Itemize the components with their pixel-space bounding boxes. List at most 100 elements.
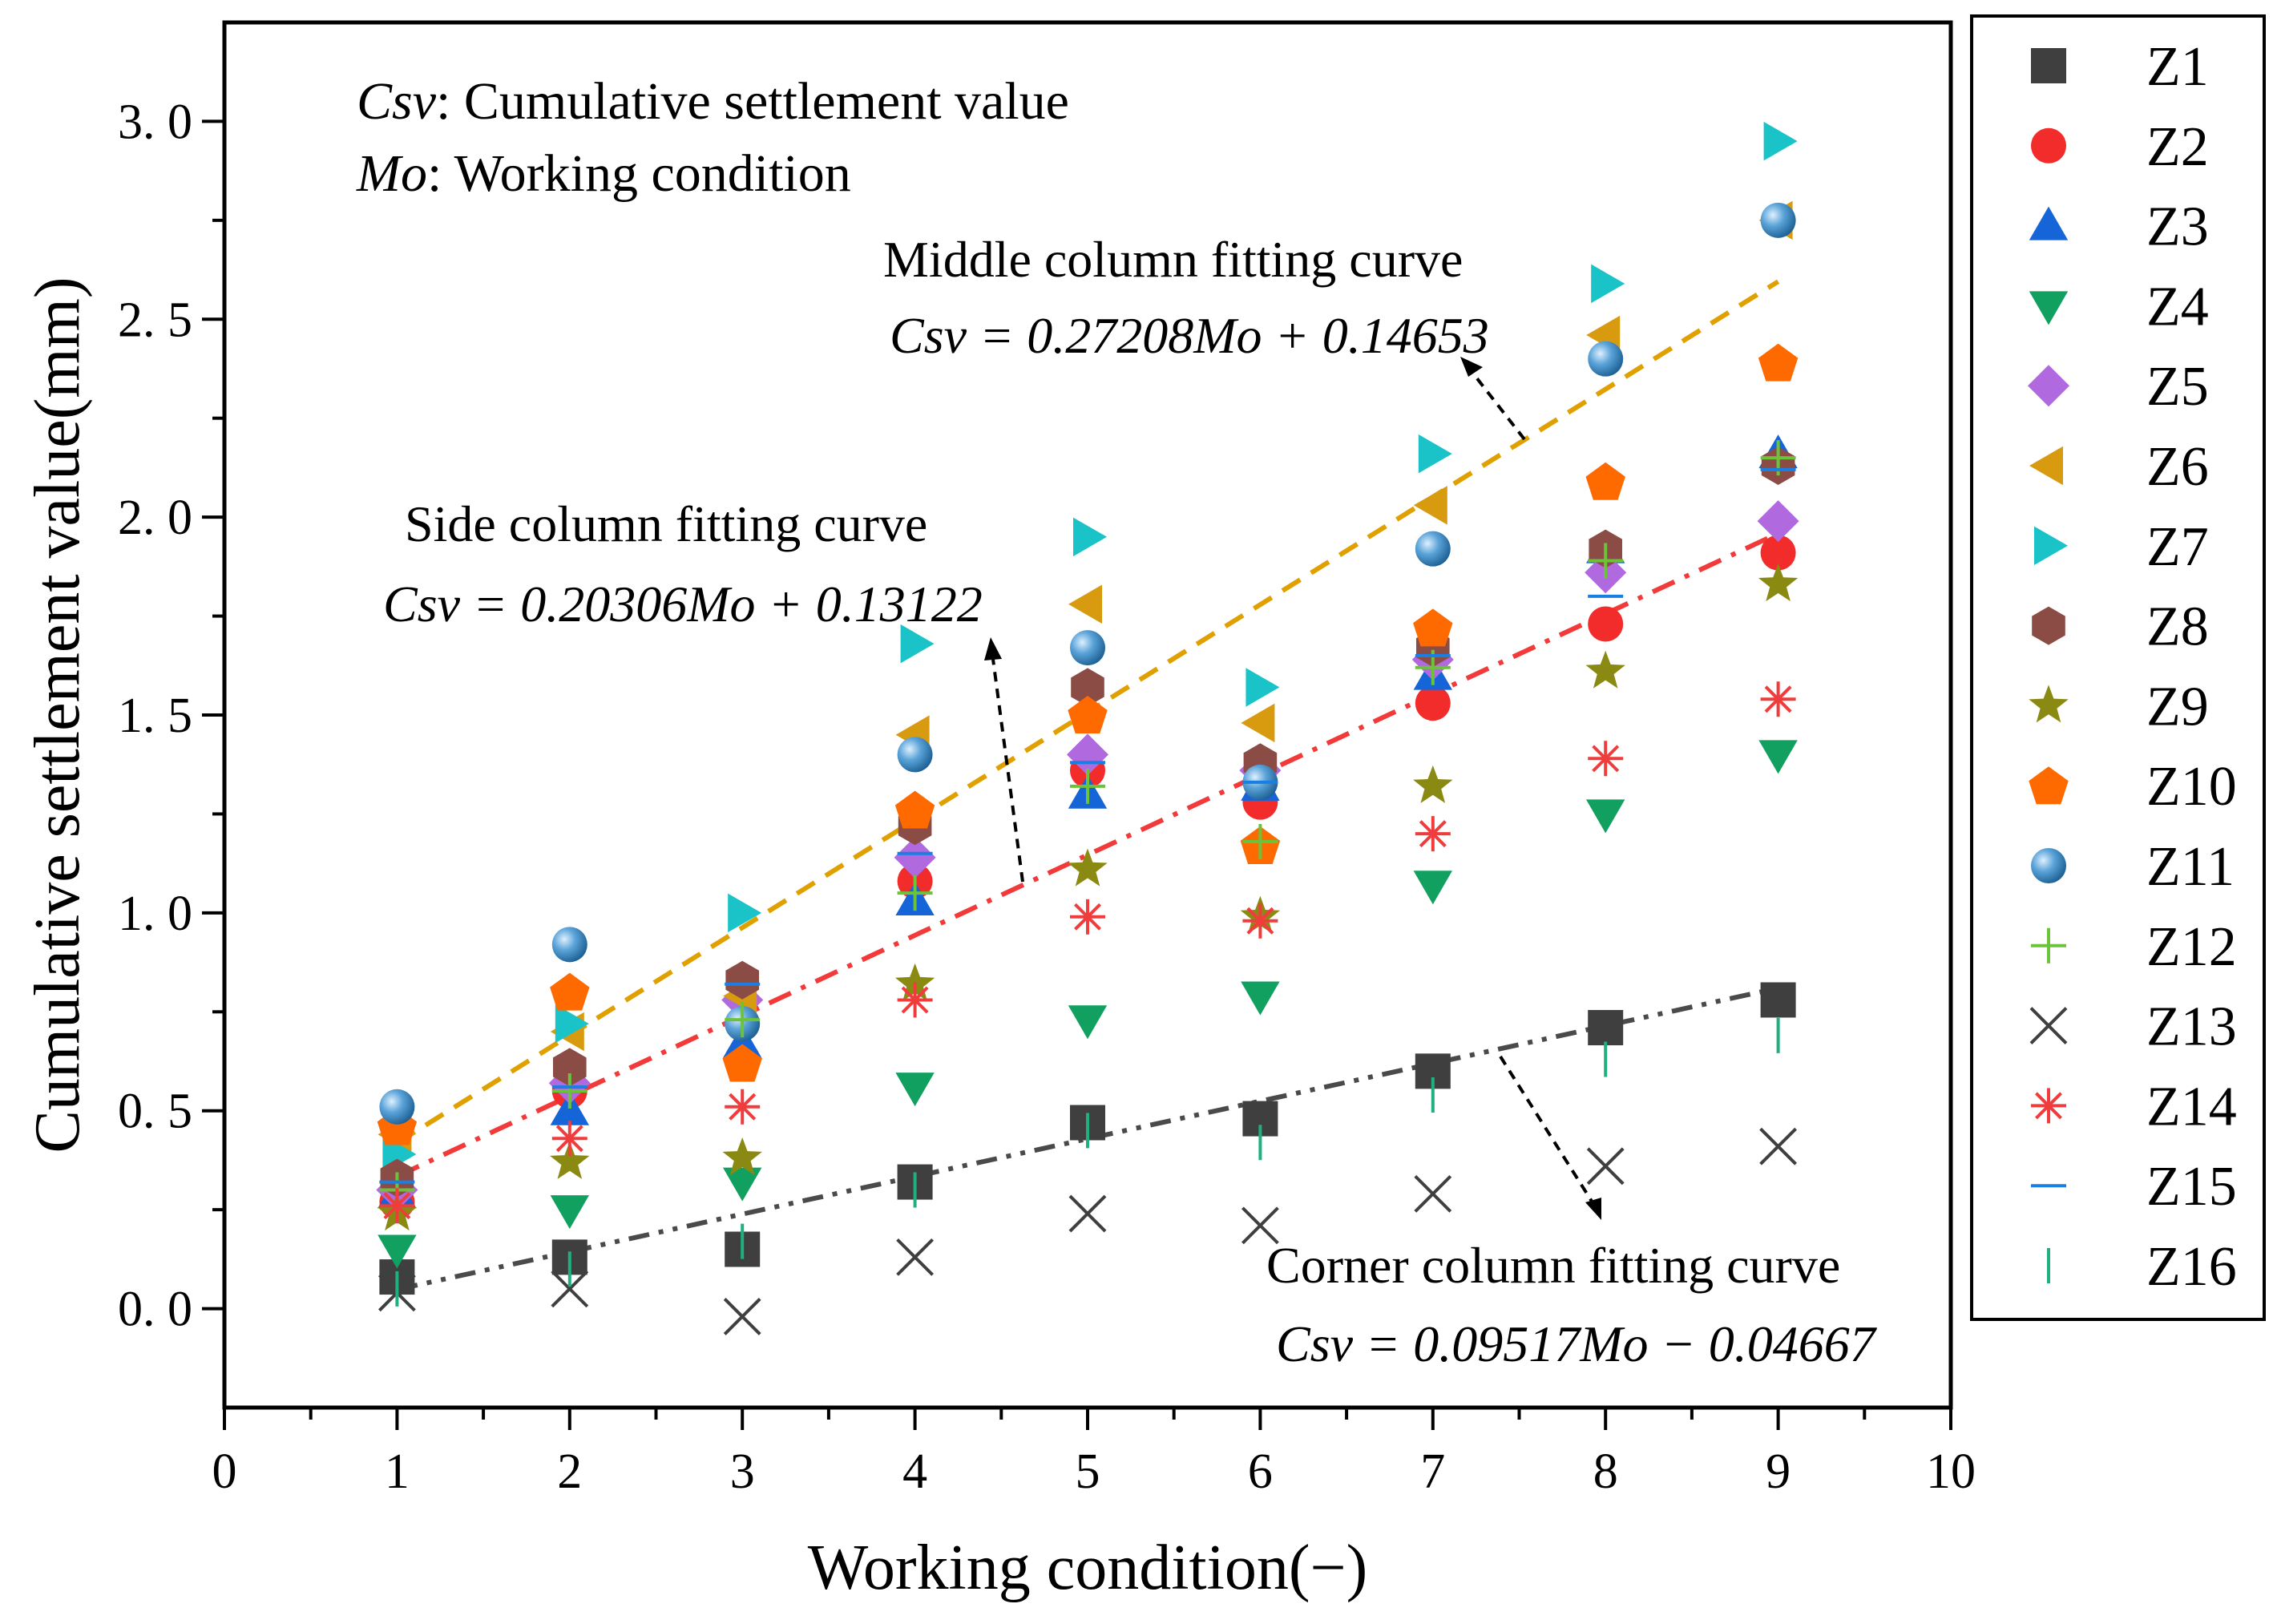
point-z2 <box>1760 535 1796 571</box>
legend-marker <box>2031 48 2066 83</box>
point-z9 <box>1068 848 1108 887</box>
y-tick-label: 0. 5 <box>118 1085 192 1139</box>
legend-item-z3: Z3 <box>2029 196 2209 258</box>
point-z11 <box>1760 202 1796 238</box>
y-tick-label: 3. 0 <box>118 95 192 149</box>
mo-definition: Mo: Working condition <box>356 144 851 203</box>
point-z12 <box>1242 823 1278 859</box>
point-z4 <box>1241 981 1280 1016</box>
point-z8 <box>725 960 759 1000</box>
legend-item-z4: Z4 <box>2029 276 2209 337</box>
legend-label: Z10 <box>2146 756 2237 818</box>
point-z13 <box>1414 1174 1452 1213</box>
side-fit-equation: Csv = 0.20306Mo + 0.13122 <box>383 576 983 632</box>
point-z11 <box>379 1089 415 1125</box>
point-z11 <box>1070 630 1105 666</box>
point-z1 <box>1588 1010 1624 1046</box>
point-z14 <box>1242 903 1278 939</box>
legend-item-z7: Z7 <box>2034 516 2209 578</box>
side-fit-arrow <box>991 652 1024 883</box>
middle-fit-equation: Csv = 0.27208Mo + 0.14653 <box>890 307 1489 364</box>
legend-label: Z8 <box>2146 596 2209 658</box>
corner-fit-title: Corner column fitting curve <box>1266 1237 1840 1294</box>
legend-item-z16: Z16 <box>2047 1236 2237 1298</box>
point-z12 <box>551 1073 587 1109</box>
point-z9 <box>722 1137 762 1175</box>
point-z6 <box>1241 703 1275 743</box>
legend-marker <box>2031 927 2066 963</box>
x-tick-label: 5 <box>1076 1444 1100 1499</box>
x-tick-label: 1 <box>385 1444 410 1499</box>
y-tick-label: 2. 0 <box>118 491 192 545</box>
legend-marker <box>2029 685 2069 723</box>
data-markers <box>376 121 1799 1335</box>
point-z7 <box>1763 121 1798 161</box>
point-z2 <box>1588 606 1624 642</box>
legend-marker <box>2031 848 2066 883</box>
legend-label: Z1 <box>2146 36 2209 98</box>
point-z13 <box>896 1238 935 1276</box>
point-z4 <box>1413 871 1452 905</box>
legend-label: Z6 <box>2146 436 2209 498</box>
point-z14 <box>551 1121 587 1157</box>
point-z5 <box>1757 500 1799 543</box>
x-tick-label: 6 <box>1248 1444 1273 1499</box>
legend-marker <box>2032 606 2065 645</box>
legend-label: Z14 <box>2146 1076 2237 1137</box>
point-z4 <box>377 1234 417 1269</box>
point-z4 <box>895 1073 935 1107</box>
point-z9 <box>550 1141 590 1179</box>
x-tick-label: 7 <box>1420 1444 1445 1499</box>
legend-label: Z12 <box>2146 916 2237 978</box>
point-z5 <box>894 836 936 879</box>
point-z14 <box>1588 741 1624 777</box>
legend-item-z15: Z15 <box>2031 1156 2237 1218</box>
point-z7 <box>728 893 762 933</box>
y-tick-label: 1. 0 <box>118 887 192 941</box>
legend-item-z6: Z6 <box>2029 436 2209 498</box>
point-z4 <box>1586 799 1625 834</box>
legend-item-z9: Z9 <box>2029 676 2209 737</box>
legend-item-z13: Z13 <box>2029 996 2237 1058</box>
point-z7 <box>1591 264 1625 304</box>
y-axis-title: Cumulative settlement value(mm) <box>22 277 93 1153</box>
point-z10 <box>1758 343 1799 382</box>
legend-item-z14: Z14 <box>2031 1076 2237 1137</box>
point-z9 <box>1413 765 1453 803</box>
point-z10 <box>1413 608 1453 647</box>
point-z12 <box>1588 543 1624 579</box>
legend-label: Z4 <box>2146 276 2209 337</box>
x-tick-label: 4 <box>902 1444 927 1499</box>
point-z4 <box>1068 1005 1108 1040</box>
x-tick-label: 9 <box>1766 1444 1791 1499</box>
legend-item-z12: Z12 <box>2031 916 2237 978</box>
legend-label: Z3 <box>2146 196 2209 258</box>
corner-fit-equation: Csv = 0.09517Mo − 0.04667 <box>1276 1315 1878 1372</box>
point-z6 <box>1413 486 1447 525</box>
point-z10 <box>722 1044 762 1082</box>
legend-marker <box>2029 1007 2068 1045</box>
legend-marker <box>2034 526 2068 565</box>
y-tick-label: 2. 5 <box>118 293 192 347</box>
point-z4 <box>723 1167 762 1202</box>
legend-item-z2: Z2 <box>2031 116 2209 178</box>
point-z10 <box>550 972 590 1011</box>
legend-item-z11: Z11 <box>2031 836 2235 898</box>
point-z12 <box>1070 768 1105 804</box>
point-z12 <box>897 875 933 911</box>
x-tick-label: 2 <box>557 1444 582 1499</box>
point-z13 <box>1241 1206 1279 1245</box>
x-tick-label: 10 <box>1926 1444 1976 1499</box>
legend-label: Z2 <box>2146 116 2209 178</box>
point-z4 <box>550 1195 589 1230</box>
point-z11 <box>1415 531 1451 567</box>
csv-definition: Csv: Cumulative settlement value <box>357 72 1069 131</box>
point-z11 <box>897 737 933 773</box>
legend-item-z8: Z8 <box>2032 596 2209 658</box>
legend-marker <box>2029 291 2069 325</box>
legend-label: Z11 <box>2146 836 2235 898</box>
legend-label: Z16 <box>2146 1236 2237 1298</box>
point-z13 <box>551 1270 589 1308</box>
y-tick-label: 1. 5 <box>118 689 192 743</box>
legend: Z1 Z2 Z3 Z4 Z5 Z6 Z7 Z8 Z9 Z10 Z11 Z12 Z13 Z14 Z15 Z16 <box>2028 36 2237 1298</box>
